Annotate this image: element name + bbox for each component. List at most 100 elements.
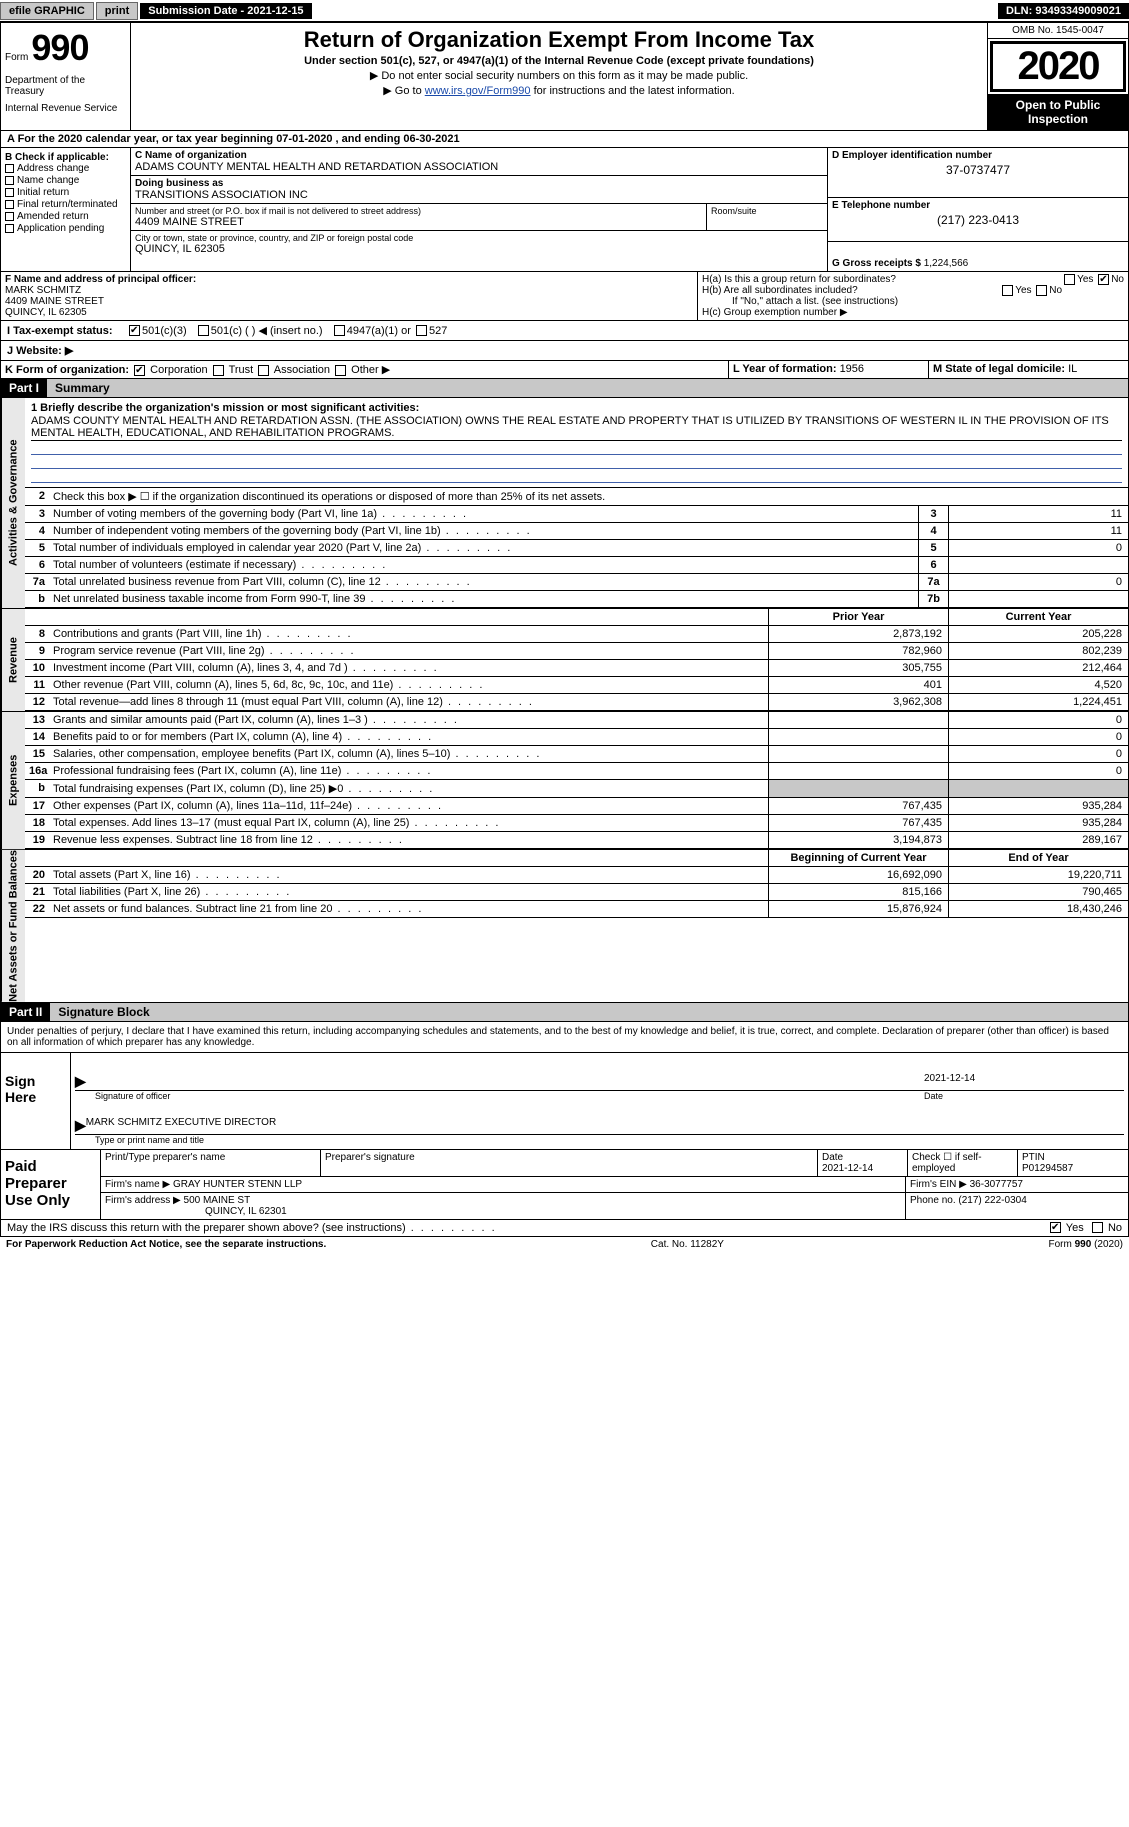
room-label: Room/suite: [711, 206, 823, 216]
current-year-value: 289,167: [948, 832, 1128, 848]
tab-expenses: Expenses: [1, 712, 25, 849]
row-text: Total number of individuals employed in …: [49, 540, 918, 556]
fin-row: 20Total assets (Part X, line 16)16,692,0…: [25, 867, 1128, 884]
name-line: ▶ MARK SCHMITZ EXECUTIVE DIRECTOR: [75, 1101, 1124, 1135]
tab-netassets: Net Assets or Fund Balances: [1, 850, 25, 1002]
row-value: 0: [948, 540, 1128, 556]
city-cell: City or town, state or province, country…: [131, 231, 827, 257]
gross-label: G Gross receipts $: [832, 258, 924, 269]
yes-label: Yes: [1077, 274, 1093, 285]
chk-corp[interactable]: [134, 365, 145, 376]
chk-application-pending[interactable]: Application pending: [5, 223, 126, 234]
netassets-body: Beginning of Current Year End of Year 20…: [25, 850, 1128, 1002]
row-text: Total revenue—add lines 8 through 11 (mu…: [49, 694, 768, 710]
officer-name-title: MARK SCHMITZ EXECUTIVE DIRECTOR: [86, 1117, 276, 1134]
l-value: 1956: [840, 363, 864, 375]
opt-501c3: 501(c)(3): [142, 325, 187, 337]
firm-ein-cell: Firm's EIN ▶ 36-3077757: [906, 1177, 1128, 1192]
chk-amended[interactable]: Amended return: [5, 211, 126, 222]
prior-year-value: 305,755: [768, 660, 948, 676]
chk-501c[interactable]: [198, 325, 209, 336]
hb-label: H(b) Are all subordinates included?: [702, 285, 858, 296]
prep-ptin-cell: PTIN P01294587: [1018, 1150, 1128, 1176]
submission-label: Submission Date -: [148, 5, 247, 17]
prior-year-value: 15,876,924: [768, 901, 948, 917]
tel-label: E Telephone number: [832, 200, 1124, 211]
officer-city: QUINCY, IL 62305: [5, 307, 693, 318]
dln-value: 93493349009021: [1035, 5, 1121, 17]
ha-yes-checkbox[interactable]: [1064, 274, 1075, 285]
chk-assoc[interactable]: [258, 365, 269, 376]
chk-initial-return[interactable]: Initial return: [5, 187, 126, 198]
discuss-text: May the IRS discuss this return with the…: [7, 1222, 497, 1234]
discuss-no-checkbox[interactable]: [1092, 1222, 1103, 1233]
dln: DLN: 93493349009021: [998, 3, 1129, 19]
hb-note: If "No," attach a list. (see instruction…: [702, 296, 1124, 307]
row-num: 8: [25, 626, 49, 642]
officer-street: 4409 MAINE STREET: [5, 296, 693, 307]
hb-yes-checkbox[interactable]: [1002, 285, 1013, 296]
efile-button[interactable]: efile GRAPHIC: [0, 2, 94, 20]
chk-final-return[interactable]: Final return/terminated: [5, 199, 126, 210]
fin-row: 18Total expenses. Add lines 13–17 (must …: [25, 815, 1128, 832]
tab-governance: Activities & Governance: [1, 398, 25, 608]
chk-other[interactable]: [335, 365, 346, 376]
chk-4947[interactable]: [334, 325, 345, 336]
row-num: 20: [25, 867, 49, 883]
entity-block: B Check if applicable: Address change Na…: [0, 148, 1129, 272]
form-label: Form: [5, 52, 28, 63]
part1-label: Part I: [1, 379, 47, 397]
mission-block: 1 Briefly describe the organization's mi…: [25, 398, 1128, 488]
section-c: C Name of organization ADAMS COUNTY MENT…: [131, 148, 828, 271]
current-year-value: 790,465: [948, 884, 1128, 900]
current-year-value: 4,520: [948, 677, 1128, 693]
q2-row: 2 Check this box ▶ ☐ if the organization…: [25, 488, 1128, 506]
section-b: B Check if applicable: Address change Na…: [1, 148, 131, 271]
current-year-value: 1,224,451: [948, 694, 1128, 710]
discuss-yes-checkbox[interactable]: [1050, 1222, 1061, 1233]
ha-no-checkbox[interactable]: [1098, 274, 1109, 285]
row-num: 19: [25, 832, 49, 848]
row-num: 15: [25, 746, 49, 762]
row-text: Program service revenue (Part VIII, line…: [49, 643, 768, 659]
room-cell: Room/suite: [707, 204, 827, 230]
gross-cell: G Gross receipts $ 1,224,566: [828, 242, 1128, 271]
row-text: Number of voting members of the governin…: [49, 506, 918, 522]
part1-header: Part I Summary: [0, 379, 1129, 398]
eoy-hdr: End of Year: [948, 850, 1128, 866]
k-label: K Form of organization:: [5, 364, 129, 376]
l-label: L Year of formation:: [733, 363, 840, 375]
row-text: Benefits paid to or for members (Part IX…: [49, 729, 768, 745]
chk-trust[interactable]: [213, 365, 224, 376]
current-year-value: 205,228: [948, 626, 1128, 642]
tel-cell: E Telephone number (217) 223-0413: [828, 198, 1128, 242]
fin-row: 11Other revenue (Part VIII, column (A), …: [25, 677, 1128, 694]
firm-addr-label: Firm's address ▶: [105, 1195, 181, 1206]
row-key: 6: [918, 557, 948, 573]
print-button[interactable]: print: [96, 2, 138, 20]
sig-date: 2021-12-14: [924, 1073, 1124, 1090]
current-year-value: 0: [948, 712, 1128, 728]
prior-year-value: 401: [768, 677, 948, 693]
ha-row: H(a) Is this a group return for subordin…: [702, 274, 1124, 285]
fin-row: 9Program service revenue (Part VIII, lin…: [25, 643, 1128, 660]
sign-body: ▶ 2021-12-14 Signature of officer Date ▶…: [71, 1053, 1128, 1149]
row-num: 12: [25, 694, 49, 710]
firm-ein: 36-3077757: [970, 1179, 1023, 1190]
row-text: Other expenses (Part IX, column (A), lin…: [49, 798, 768, 814]
hb-no-checkbox[interactable]: [1036, 285, 1047, 296]
yes-label: Yes: [1015, 285, 1031, 296]
chk-501c3[interactable]: [129, 325, 140, 336]
chk-527[interactable]: [416, 325, 427, 336]
current-year-value: 0: [948, 729, 1128, 745]
ein: 37-0737477: [832, 161, 1124, 179]
chk-address-change[interactable]: Address change: [5, 163, 126, 174]
gov-row: 5Total number of individuals employed in…: [25, 540, 1128, 557]
row-num: 21: [25, 884, 49, 900]
m-label: M State of legal domicile:: [933, 363, 1068, 375]
chk-name-change[interactable]: Name change: [5, 175, 126, 186]
row-text: Professional fundraising fees (Part IX, …: [49, 763, 768, 779]
irs-link[interactable]: www.irs.gov/Form990: [425, 85, 531, 97]
instr2-pre: ▶ Go to: [383, 85, 424, 97]
ptin-hdr: PTIN: [1022, 1152, 1124, 1163]
